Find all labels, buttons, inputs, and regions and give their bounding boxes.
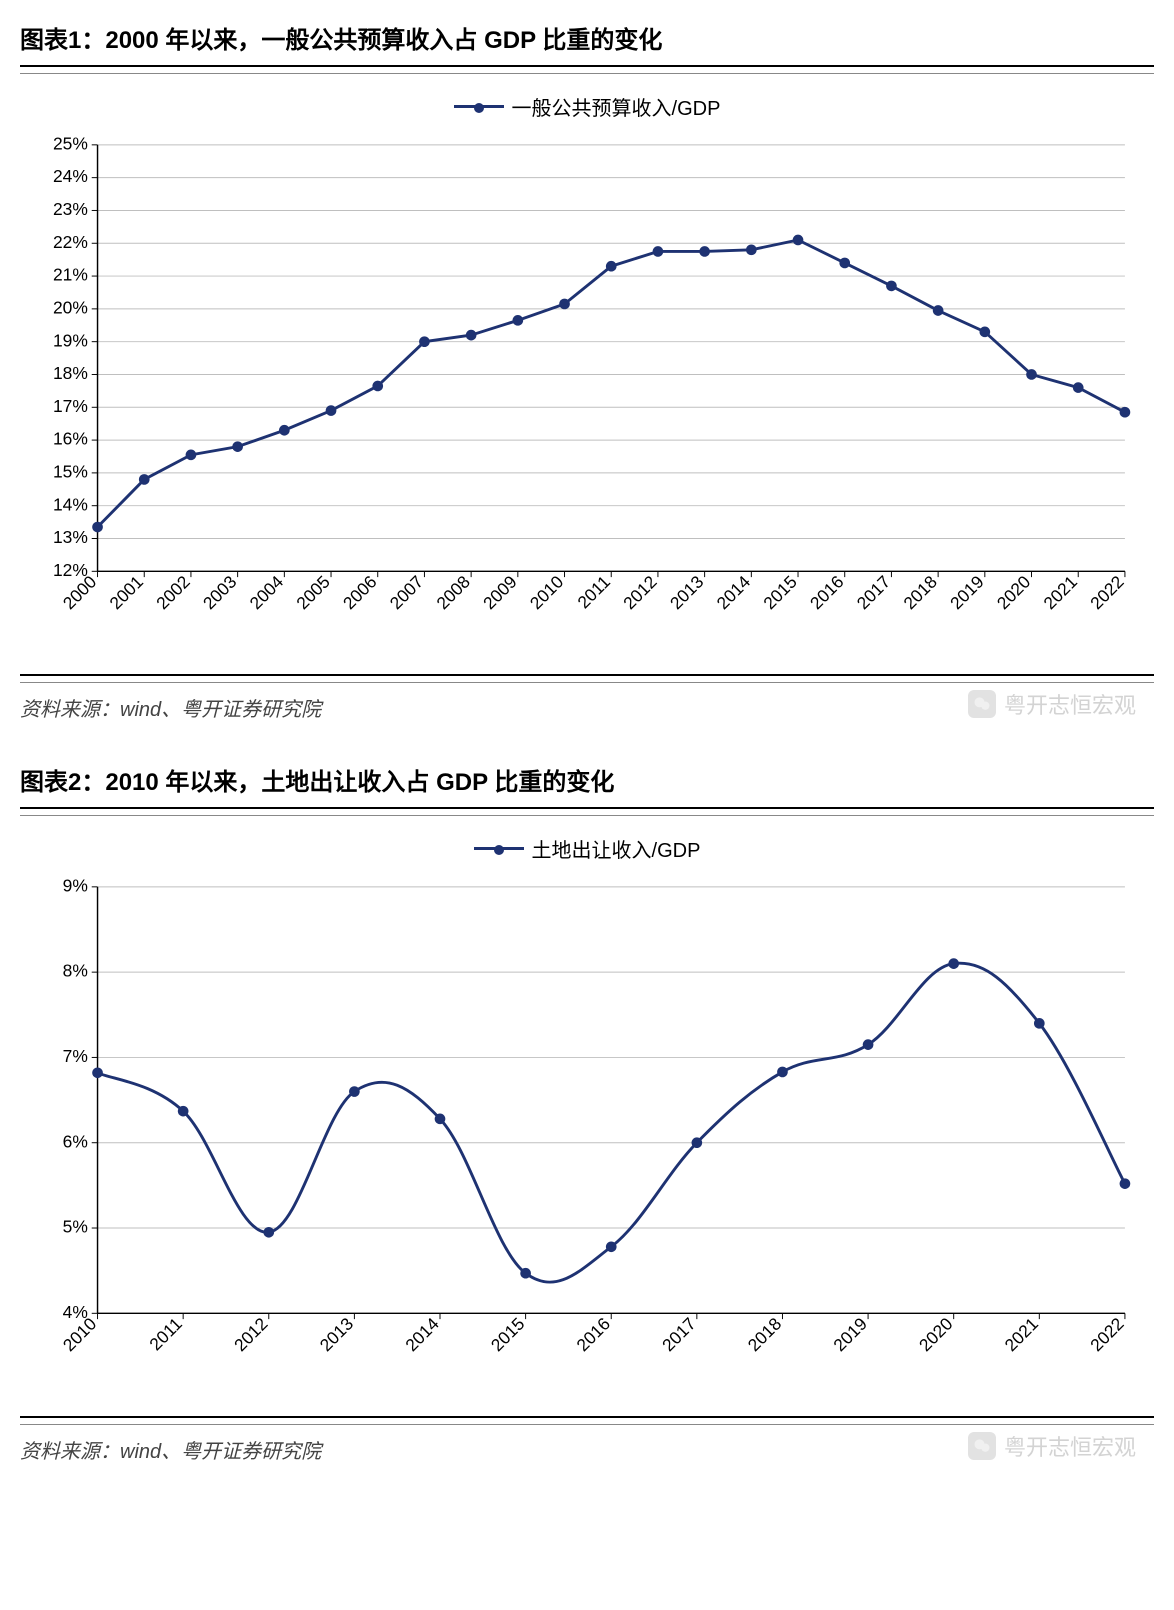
chart-1-watermark-text: 粤开志恒宏观 bbox=[1004, 688, 1136, 720]
svg-text:19%: 19% bbox=[53, 330, 88, 350]
svg-text:17%: 17% bbox=[53, 396, 88, 416]
chart-1-legend: 一般公共预算收入/GDP bbox=[20, 92, 1154, 121]
wechat-icon bbox=[968, 690, 996, 718]
svg-text:23%: 23% bbox=[53, 199, 88, 219]
svg-text:20%: 20% bbox=[53, 297, 88, 317]
svg-text:8%: 8% bbox=[63, 961, 88, 981]
svg-text:7%: 7% bbox=[63, 1046, 88, 1066]
svg-text:15%: 15% bbox=[53, 462, 88, 482]
svg-text:16%: 16% bbox=[53, 429, 88, 449]
chart-2-watermark-text: 粤开志恒宏观 bbox=[1004, 1430, 1136, 1462]
chart-2-legend: 土地出让收入/GDP bbox=[20, 834, 1154, 863]
chart-2-legend-swatch bbox=[474, 847, 524, 850]
chart-1-title: 图表1：2000 年以来，一般公共预算收入占 GDP 比重的变化 bbox=[20, 20, 1154, 67]
svg-text:24%: 24% bbox=[53, 166, 88, 186]
wechat-icon bbox=[968, 1432, 996, 1460]
chart-1-block: 图表1：2000 年以来，一般公共预算收入占 GDP 比重的变化 一般公共预算收… bbox=[20, 20, 1154, 722]
svg-text:13%: 13% bbox=[53, 527, 88, 547]
svg-text:14%: 14% bbox=[53, 494, 88, 514]
svg-text:21%: 21% bbox=[53, 265, 88, 285]
chart-1-watermark: 粤开志恒宏观 bbox=[968, 688, 1136, 720]
chart-2-title-separator bbox=[20, 815, 1154, 816]
svg-text:22%: 22% bbox=[53, 232, 88, 252]
chart-1-title-separator bbox=[20, 73, 1154, 74]
chart-1-source-separator bbox=[20, 674, 1154, 676]
chart-2-watermark: 粤开志恒宏观 bbox=[968, 1430, 1136, 1462]
chart-2-legend-label: 土地出让收入/GDP bbox=[532, 834, 701, 863]
chart-1-legend-swatch bbox=[454, 105, 504, 108]
chart-1-legend-label: 一般公共预算收入/GDP bbox=[512, 92, 721, 121]
chart-2-source-separator bbox=[20, 1416, 1154, 1418]
svg-text:18%: 18% bbox=[53, 363, 88, 383]
svg-text:6%: 6% bbox=[63, 1131, 88, 1151]
chart-2-block: 图表2：2010 年以来，土地出让收入占 GDP 比重的变化 土地出让收入/GD… bbox=[20, 762, 1154, 1464]
svg-text:25%: 25% bbox=[53, 133, 88, 153]
chart-1-plot-area: 12%13%14%15%16%17%18%19%20%21%22%23%24%2… bbox=[20, 127, 1154, 662]
chart-2-plot-area: 4%5%6%7%8%9%2010201120122013201420152016… bbox=[20, 869, 1154, 1404]
svg-text:9%: 9% bbox=[63, 875, 88, 895]
chart-2-title: 图表2：2010 年以来，土地出让收入占 GDP 比重的变化 bbox=[20, 762, 1154, 809]
svg-text:5%: 5% bbox=[63, 1217, 88, 1237]
